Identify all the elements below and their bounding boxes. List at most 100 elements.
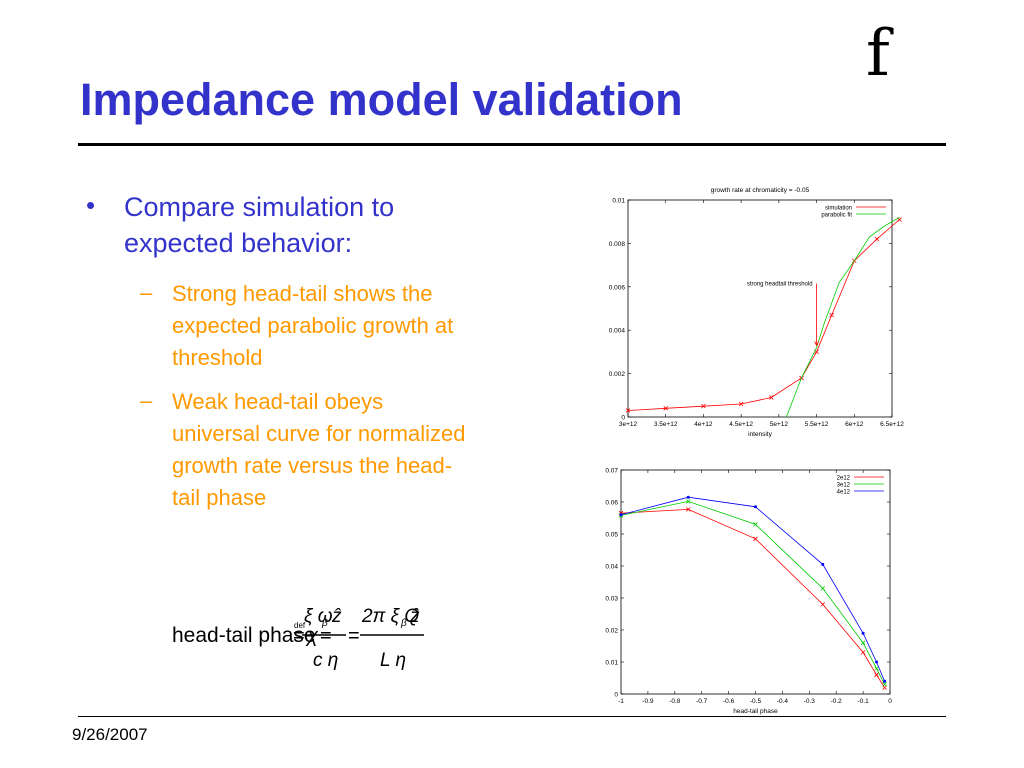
x-tick-label: 4e+12 <box>694 421 713 428</box>
annotation-arrowhead <box>814 341 819 347</box>
formula-equals: = <box>320 625 332 647</box>
series-line <box>620 500 885 685</box>
data-point <box>753 536 758 542</box>
formula-chi: χ <box>305 625 319 647</box>
data-point <box>874 666 879 671</box>
x-tick-label: -0.6 <box>723 698 735 705</box>
dash-marker: – <box>140 280 153 305</box>
data-point <box>685 499 691 504</box>
data-point <box>820 586 826 591</box>
legend-label: parabolic fit <box>821 213 852 219</box>
formula-num1: ξ ω <box>304 606 333 627</box>
footer-divider <box>78 716 946 717</box>
y-tick-label: 0.002 <box>609 371 626 378</box>
y-tick-label: 0.01 <box>605 660 618 667</box>
data-point <box>820 602 826 607</box>
x-tick-label: 4.5e+12 <box>729 421 753 428</box>
x-tick-label: -1 <box>618 698 624 705</box>
data-point <box>701 403 706 409</box>
data-point <box>769 395 774 400</box>
series-line <box>786 217 900 418</box>
data-point <box>686 495 690 499</box>
x-tick-label: 3e+12 <box>619 421 638 428</box>
y-tick-label: 0.004 <box>609 328 626 335</box>
legend-label: 2e12 <box>837 476 851 482</box>
formula-equals: = <box>293 625 305 647</box>
y-tick-label: 0.03 <box>605 596 618 603</box>
y-tick-label: 0 <box>621 415 625 422</box>
sub-bullet-strong: Strong head-tail shows the expected para… <box>172 281 454 370</box>
formula-lhs: head-tail phase <box>172 624 316 647</box>
y-tick-label: 0.008 <box>609 241 626 248</box>
slide-date: 9/26/2007 <box>72 725 148 744</box>
formula-def: def <box>294 621 306 630</box>
data-point <box>874 672 879 678</box>
data-point <box>663 406 668 411</box>
x-tick-label: 6e+12 <box>845 421 864 428</box>
x-tick-label: -0.8 <box>669 698 681 705</box>
legend-label: 4e12 <box>837 490 851 496</box>
data-point <box>882 682 887 687</box>
y-tick-label: 0.07 <box>605 468 618 475</box>
main-bullet: Compare simulation to expected behavior: <box>124 192 395 258</box>
head-tail-phase-chart: -1 -0.9 -0.8 -0.7 -0.6 -0.5 -0.4 -0.3 -0.2 -0.1 0 0… <box>605 468 892 716</box>
legend-label: simulation <box>825 206 852 212</box>
data-point <box>685 507 691 512</box>
title-divider <box>78 143 946 146</box>
dash-marker: – <box>140 388 153 413</box>
legend-label: 3e12 <box>837 483 851 489</box>
formula-num2-z: ẑ <box>409 606 420 627</box>
y-tick-label: 0.06 <box>605 500 618 507</box>
annotation-label: strong headtail threshold <box>747 282 813 288</box>
x-tick-label: 3.5e+12 <box>654 421 678 428</box>
x-tick-label: -0.7 <box>696 698 708 705</box>
data-point <box>874 236 880 242</box>
head-tail-phase-formula: head-tail phase def = χ = ξ ω β ẑ c η = … <box>172 606 424 671</box>
x-tick-label: 5e+12 <box>770 421 789 428</box>
x-tick-label: 5.5e+12 <box>805 421 829 428</box>
y-tick-label: 0.006 <box>609 284 626 291</box>
formula-num1-z: ẑ <box>331 606 342 627</box>
x-tick-label: -0.9 <box>642 698 654 705</box>
data-point <box>875 660 879 664</box>
data-point <box>754 505 757 509</box>
formula-den2: L η <box>380 650 406 671</box>
x-tick-label: -0.4 <box>777 698 789 705</box>
bullet-marker: • <box>86 190 96 220</box>
x-tick-label: -0.5 <box>750 698 762 705</box>
plot-frame <box>627 199 893 418</box>
data-point <box>753 522 758 527</box>
data-point <box>860 650 866 655</box>
y-tick-label: 0.04 <box>605 564 618 571</box>
data-point <box>829 312 834 318</box>
x-axis-label: intensity <box>748 431 773 438</box>
formula-num2: 2π ξ Q <box>361 606 419 627</box>
y-tick-label: 0 <box>614 692 618 699</box>
plot-frame <box>620 469 891 695</box>
series-line <box>620 496 885 682</box>
formula-num2-sub: β <box>400 618 407 629</box>
growth-rate-chart: 3e+12 3.5e+12 4e+12 4.5e+12 5e+12 5.5e+12 6e+1… <box>609 187 904 438</box>
logo: f <box>866 17 890 91</box>
y-tick-label: 0.05 <box>605 532 618 539</box>
y-tick-label: 0.01 <box>612 198 625 205</box>
y-tick-label: 0.02 <box>605 628 618 635</box>
data-point <box>883 679 887 683</box>
data-point <box>738 401 744 407</box>
formula-den1: c η <box>313 650 338 671</box>
x-axis-label: head-tail phase <box>733 708 778 715</box>
sub-bullet-weak: Weak head-tail obeys universal curve for… <box>172 389 466 510</box>
data-point <box>821 562 825 566</box>
chart-title: growth rate at chromaticity = -0.05 <box>711 187 810 194</box>
formula-num1-sub: β <box>321 618 328 629</box>
formula-equals: = <box>348 625 360 647</box>
x-tick-label: -0.3 <box>804 698 816 705</box>
series-line <box>620 508 885 688</box>
series-line <box>627 219 900 411</box>
x-tick-label: 6.5e+12 <box>880 421 904 428</box>
x-tick-label: 0 <box>888 698 892 705</box>
slide-title: Impedance model validation <box>80 74 683 125</box>
data-point <box>860 640 866 646</box>
data-point <box>619 513 623 517</box>
x-tick-label: -0.2 <box>831 698 843 705</box>
